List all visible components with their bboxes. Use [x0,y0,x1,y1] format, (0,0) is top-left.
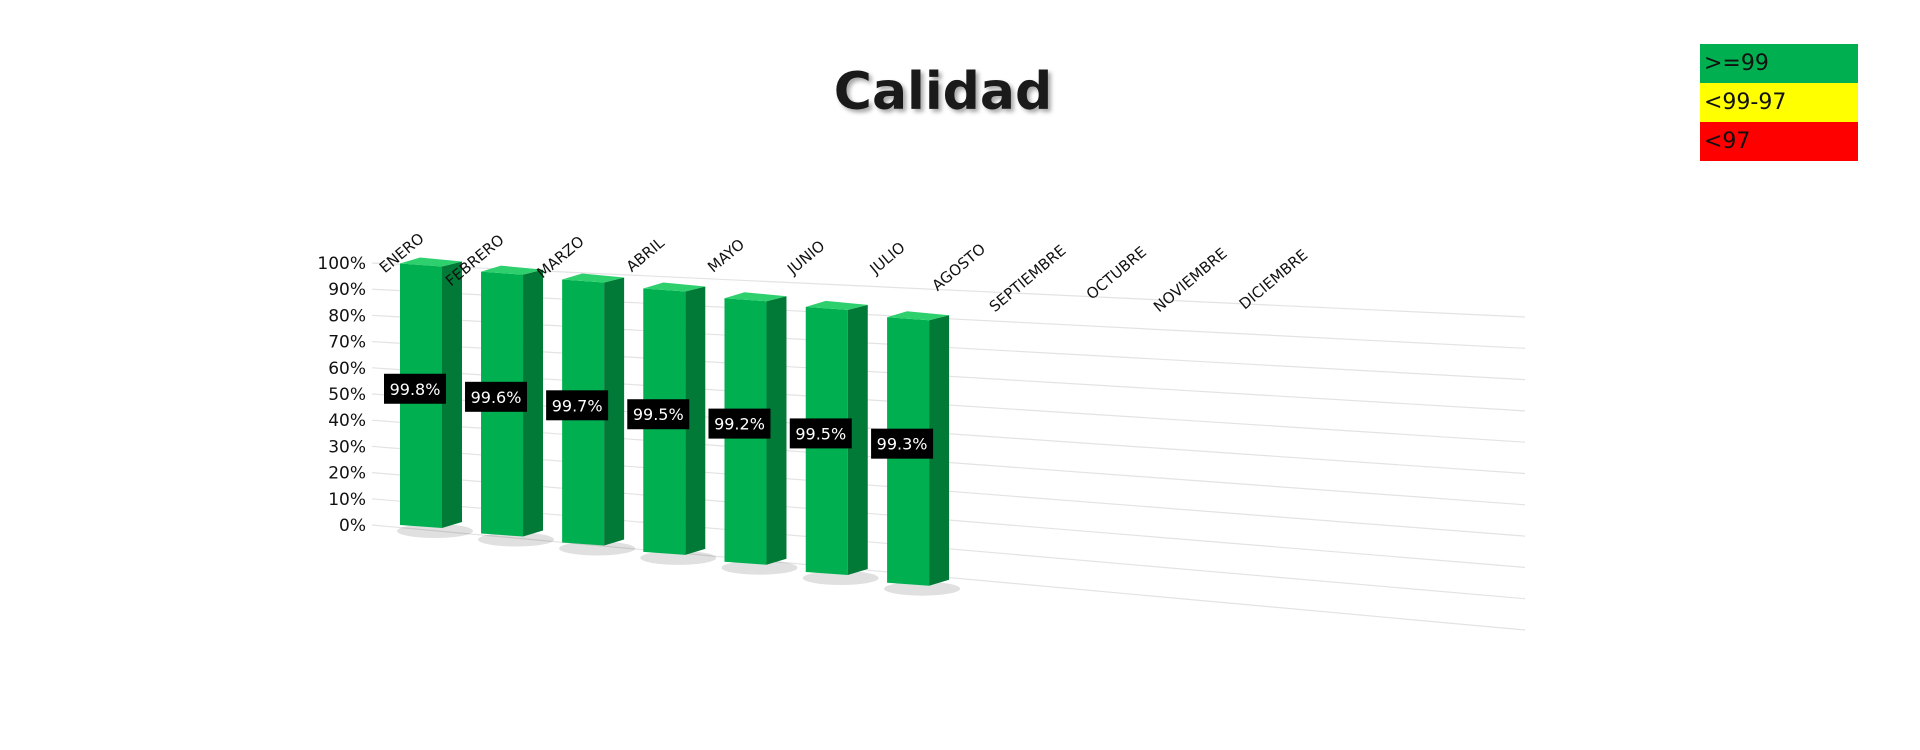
bar-shadow [397,524,473,538]
data-label-box [871,428,934,459]
y-tick-label: 20% [328,464,366,484]
data-label: 99.3% [871,428,934,459]
legend-item-red: <97 [1700,122,1858,161]
bars [400,257,950,586]
y-tick-label: 10% [328,490,366,510]
bar-shadow [559,541,636,556]
bar-side-face [442,261,462,528]
bar-shadow [478,532,555,547]
data-label: 99.5% [789,418,852,449]
bar-shadows [397,524,961,596]
data-label-box [708,408,771,439]
chart-title: Calidad [833,62,1053,122]
y-tick-label: 30% [328,437,366,457]
data-label-text: 99.5% [633,405,684,424]
data-label-text: 99.2% [714,415,765,434]
bar-top-face [400,257,462,267]
x-tick-label: ABRIL [623,233,669,275]
y-tick-label: 80% [328,306,366,326]
data-label-text: 99.6% [471,388,522,407]
data-label-box [627,399,690,430]
data-label-text: 99.7% [552,396,603,415]
bar-side-face [929,315,950,586]
legend-item-yellow: <99-97 [1700,83,1858,122]
data-label-text: 99.3% [877,435,928,454]
x-tick-label: JUNIO [783,237,828,279]
bar-top-face [724,292,787,302]
data-label: 99.6% [465,381,528,412]
y-tick-label: 100% [317,254,366,274]
data-label-box [789,418,852,449]
bar-shadow [721,560,798,575]
data-label: 99.8% [384,373,446,404]
color-legend: >=99 <99-97 <97 [1700,44,1858,161]
data-label: 99.5% [627,399,690,430]
x-tick-label: AGOSTO [929,240,990,295]
data-label-box [384,373,446,404]
bar-top-face [481,265,544,275]
bar-side-face [766,296,787,565]
y-tick-label: 40% [328,411,366,431]
y-tick-label: 70% [328,333,366,353]
bar-side-face [685,286,706,555]
x-tick-label: DICIEMBRE [1236,246,1312,313]
data-label-box [465,381,528,412]
bar [724,292,787,565]
x-tick-label: JULIO [866,238,909,278]
y-tick-label: 60% [328,359,366,379]
bar-top-face [887,311,950,321]
bar-side-face [604,277,625,546]
bar-top-face [805,300,868,310]
data-labels: 99.8% 99.6% 99.7% 99.5% 99.2% 99.5% 99.3% [384,373,934,459]
y-axis-ticks: 0% 10% 20% 30% 40% 50% 60% 70% 80% 90% 100% [317,254,366,536]
data-label: 99.7% [546,390,609,421]
gridline [371,262,1526,318]
x-tick-label: SEPTIEMBRE [986,241,1070,315]
data-label: 99.2% [708,408,771,439]
bar-shadow [640,550,717,565]
y-tick-label: 50% [328,385,366,405]
x-tick-label: OCTUBRE [1083,243,1150,303]
bar-side-face [847,304,868,575]
bar-top-face [562,273,625,283]
data-label-text: 99.8% [390,380,441,399]
bar-shadow [802,571,879,585]
x-tick-label: NOVIEMBRE [1150,244,1231,316]
x-tick-label: MAYO [704,235,748,276]
bar-top-face [643,282,706,292]
legend-item-green: >=99 [1700,44,1858,83]
y-tick-label: 90% [328,280,366,300]
bar-shadow [884,581,961,596]
bar-side-face [523,269,544,537]
data-label-box [546,390,609,421]
data-label-text: 99.5% [795,424,846,443]
y-tick-label: 0% [339,516,366,536]
